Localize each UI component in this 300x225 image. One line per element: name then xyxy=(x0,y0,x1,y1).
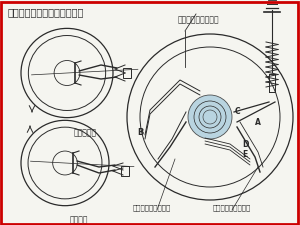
Text: E: E xyxy=(242,150,247,159)
Circle shape xyxy=(188,95,232,139)
Bar xyxy=(123,68,131,78)
Text: C: C xyxy=(235,107,241,116)
Text: バウンド: バウンド xyxy=(70,215,88,224)
Text: D: D xyxy=(242,140,248,149)
Text: コントロールリンク: コントロールリンク xyxy=(213,204,251,211)
Bar xyxy=(121,166,129,176)
Text: A: A xyxy=(255,118,261,127)
Text: キャンバーコントロール機能: キャンバーコントロール機能 xyxy=(8,7,84,17)
Text: コントロールアーム: コントロールアーム xyxy=(133,204,171,211)
Text: トレーリングアーム: トレーリングアーム xyxy=(178,15,220,24)
Text: リバウンド: リバウンド xyxy=(74,128,97,137)
Text: B: B xyxy=(137,128,143,137)
